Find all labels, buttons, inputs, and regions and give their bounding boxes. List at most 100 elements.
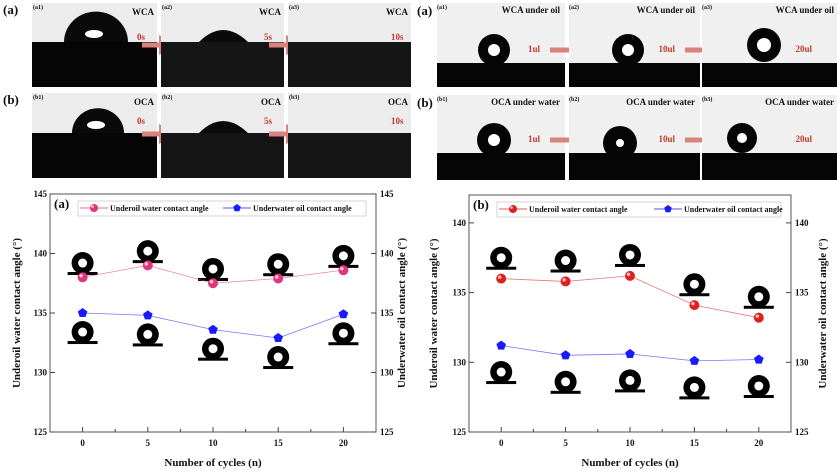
x-tick-label: 15	[690, 438, 700, 448]
y-tick-label: 140	[34, 249, 48, 259]
droplet	[64, 11, 128, 42]
droplet-icon	[550, 370, 581, 394]
y-tick-label: 140	[453, 218, 467, 228]
data-point	[664, 205, 672, 213]
droplet-icon	[550, 249, 581, 273]
droplet-photo: (b2) OCA 5s	[161, 93, 284, 178]
data-point	[143, 310, 153, 320]
panel-tag: (a1)	[437, 4, 447, 11]
panel-title: WCA	[259, 7, 281, 17]
panel-tag: (b1)	[437, 96, 447, 103]
legend-label: Underwater oil contact angle	[684, 205, 783, 214]
data-point	[77, 272, 88, 283]
panel-tag: (a3)	[702, 4, 712, 11]
substrate	[569, 153, 700, 180]
y2-tick-label: 140	[380, 249, 394, 259]
droplet-icon	[743, 285, 774, 309]
panel-title: OCA under water	[626, 97, 695, 107]
legend	[496, 201, 782, 218]
droplet-photo: (a2) WCA under oil 10ul	[569, 3, 700, 87]
panel-title: WCA	[386, 7, 408, 17]
panel-title: WCA	[132, 7, 154, 17]
x-tick-label: 5	[563, 438, 568, 448]
data-point	[273, 333, 283, 342]
droplet-icon	[132, 323, 163, 347]
droplet-icon	[615, 243, 645, 267]
y-tick-label: 130	[453, 357, 467, 367]
x-tick-label: 20	[754, 438, 764, 448]
x-axis-label: Number of cycles (n)	[164, 457, 262, 469]
data-point-highlight	[691, 301, 695, 306]
droplet-icon	[486, 246, 517, 270]
droplet-icon	[263, 253, 294, 277]
panel-label: (a)	[54, 196, 69, 211]
volume-label: 10ul	[658, 134, 675, 144]
data-point-highlight	[274, 275, 279, 279]
y-tick-label: 125	[34, 427, 48, 437]
x-tick-label: 0	[499, 438, 504, 448]
data-point	[77, 308, 88, 317]
droplet-photo: (a3) WCA 10s	[288, 3, 411, 87]
volume-label: 20ul	[795, 44, 812, 54]
y2-axis-label: Underwater oil contact angle (°)	[817, 238, 829, 389]
droplet-icon	[615, 369, 645, 393]
y2-axis-label: Underwater oil contact angle (°)	[396, 238, 408, 389]
panel-tag: (a2)	[162, 4, 172, 11]
substrate	[288, 133, 411, 178]
panel-tag: (b1)	[33, 94, 43, 101]
data-point	[689, 300, 700, 311]
data-point	[509, 205, 517, 213]
volume-label: 1ul	[528, 134, 541, 144]
legend-label: Underoil water contact angle	[110, 204, 209, 213]
panel-tag: (a1)	[33, 4, 43, 11]
y-tick-label: 145	[34, 189, 48, 199]
droplet-icon	[67, 252, 98, 276]
legend	[77, 200, 367, 217]
y2-tick-label: 135	[795, 288, 809, 298]
data-point	[208, 324, 218, 334]
y2-tick-label: 130	[795, 357, 809, 367]
substrate	[161, 133, 284, 178]
panel-title: WCA under oil	[776, 5, 835, 15]
droplet-highlight	[757, 38, 771, 52]
y-axis-label: Underoil water contact angle (°)	[11, 238, 23, 388]
volume-label: 20ul	[795, 134, 812, 144]
row-label: (b)	[417, 95, 433, 110]
droplet-highlight	[488, 134, 500, 146]
time-label: 0s	[137, 116, 146, 126]
y2-tick-label: 125	[795, 427, 809, 437]
data-point-highlight	[340, 266, 344, 271]
droplet-photo: (b1) OCA 0s	[32, 93, 157, 178]
data-point	[142, 260, 153, 271]
legend-label: Underwater oil contact angle	[253, 204, 352, 213]
droplet-icon	[328, 244, 359, 268]
droplet-highlight	[737, 133, 747, 143]
panel-title: WCA under oil	[502, 5, 561, 15]
substrate	[161, 42, 284, 87]
data-point-highlight	[144, 262, 149, 266]
series-line	[501, 275, 759, 319]
data-point-highlight	[626, 272, 631, 277]
volume-label: 1ul	[528, 44, 541, 54]
panel-title: OCA	[134, 97, 155, 107]
y-axis-label: Underoil water contact angle (°)	[428, 238, 440, 388]
data-point-highlight	[79, 274, 83, 278]
data-point	[689, 355, 700, 365]
time-label: 10s	[391, 116, 404, 126]
droplet-photo: (a1) WCA 0s	[32, 3, 157, 87]
y2-tick-label: 145	[380, 189, 394, 199]
substrate	[437, 153, 565, 180]
y-tick-label: 130	[34, 368, 48, 378]
droplet-photo: (b2) OCA under water 10ul	[569, 95, 700, 180]
droplet-photo: (b3) OCA 10s	[288, 93, 411, 178]
data-point	[90, 204, 98, 212]
x-tick-label: 10	[209, 438, 219, 448]
plot-frame	[468, 194, 792, 433]
droplet-highlight	[488, 44, 500, 56]
data-point	[625, 270, 635, 281]
droplet-icon	[198, 337, 228, 361]
panel-label: (b)	[473, 197, 489, 212]
droplet-photo: (b1) OCA under water 1ul	[437, 95, 565, 180]
droplet-icon	[132, 240, 163, 264]
